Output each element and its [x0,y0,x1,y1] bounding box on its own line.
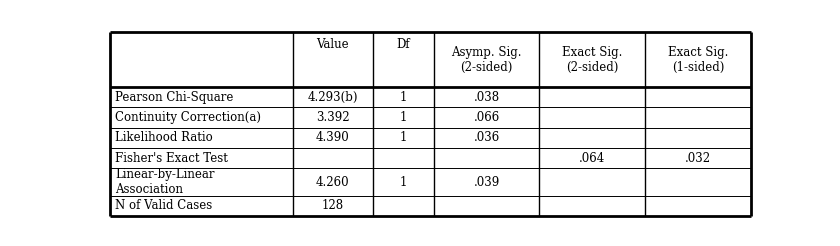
Text: Exact Sig.
(2-sided): Exact Sig. (2-sided) [562,46,622,74]
Text: .066: .066 [474,111,500,124]
Text: .039: .039 [474,176,500,189]
Text: Df: Df [396,38,410,51]
Text: Pearson Chi-Square: Pearson Chi-Square [115,91,234,104]
Text: Linear-by-Linear
Association: Linear-by-Linear Association [115,168,215,196]
Text: .032: .032 [685,152,711,165]
Text: 1: 1 [400,176,407,189]
Text: Asymp. Sig.
(2-sided): Asymp. Sig. (2-sided) [451,46,522,74]
Text: 1: 1 [400,91,407,104]
Text: 4.293(b): 4.293(b) [307,91,358,104]
Text: 4.390: 4.390 [316,131,349,144]
Text: 1: 1 [400,111,407,124]
Text: Exact Sig.
(1-sided): Exact Sig. (1-sided) [668,46,728,74]
Text: Value: Value [317,38,349,51]
Text: N of Valid Cases: N of Valid Cases [115,200,213,212]
Text: 128: 128 [322,200,344,212]
Text: 1: 1 [400,131,407,144]
Text: .036: .036 [474,131,500,144]
Text: 4.260: 4.260 [316,176,349,189]
Text: .064: .064 [579,152,606,165]
Text: Continuity Correction(a): Continuity Correction(a) [115,111,261,124]
Text: .038: .038 [474,91,500,104]
Text: Fisher's Exact Test: Fisher's Exact Test [115,152,228,165]
Text: 3.392: 3.392 [316,111,349,124]
Text: Likelihood Ratio: Likelihood Ratio [115,131,213,144]
